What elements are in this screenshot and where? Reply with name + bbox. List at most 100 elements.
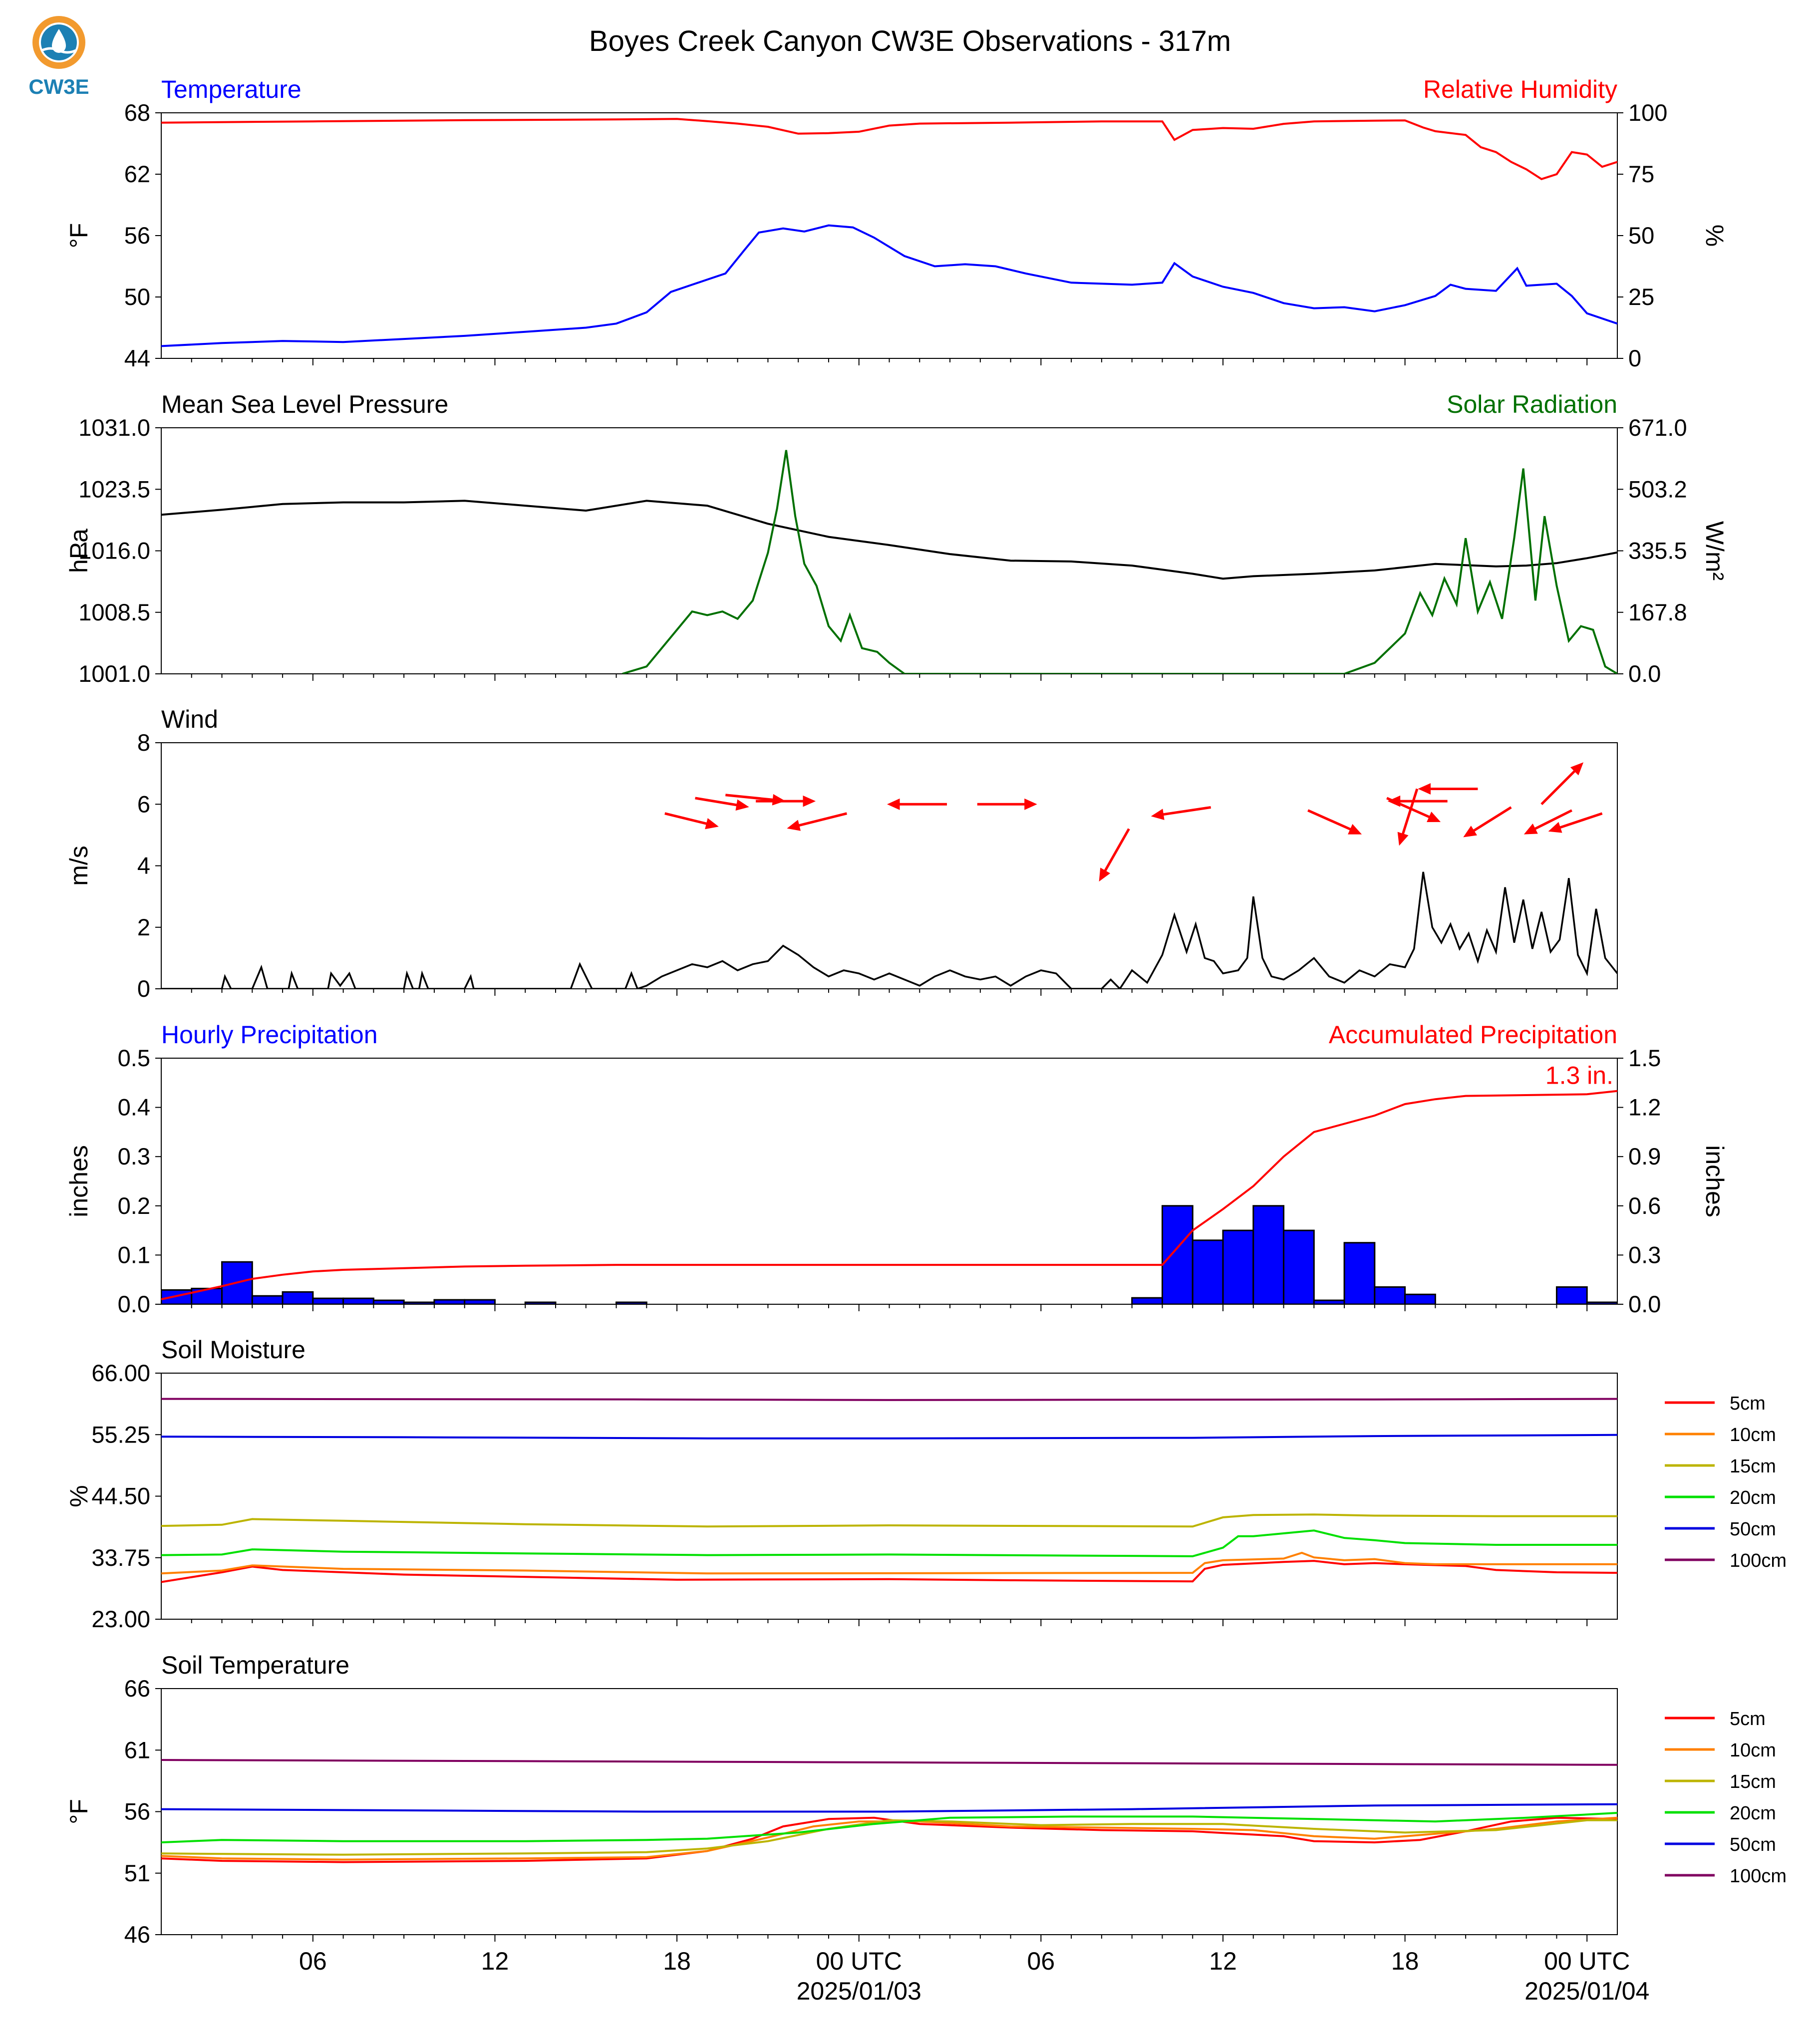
y-tick-label: 33.75 (91, 1544, 150, 1571)
y-tick-label: 1008.5 (78, 599, 150, 625)
y-tick-label: 0.0 (118, 1291, 150, 1317)
x-date-label: 2025/01/03 (797, 1977, 921, 2005)
panel-temp: 44 50 56 62 68 0 25 50 75 100 °F % Temperature Relati… (65, 75, 1729, 371)
series-5cm (161, 1560, 1617, 1583)
wind-arrow-head (1548, 822, 1562, 833)
series-5cm (161, 1816, 1617, 1863)
x-tick-label: 06 (299, 1947, 327, 1975)
series-20cm (161, 1529, 1617, 1557)
panel-title-right: Relative Humidity (1423, 75, 1617, 103)
data-layer (161, 1090, 1617, 1304)
series-20cm (161, 1812, 1617, 1844)
cw3e-logo: CW3E (28, 16, 89, 98)
y-tick-label: 4 (137, 853, 150, 879)
legend-label: 5cm (1730, 1709, 1766, 1730)
y2-tick-label: 671.0 (1628, 414, 1687, 441)
y-tick-label: 0.2 (118, 1192, 150, 1219)
precip-bar (615, 1301, 647, 1304)
y2-tick-label: 50 (1628, 222, 1654, 249)
wind-arrow-shaft (1468, 806, 1512, 835)
panel-frame (161, 427, 1618, 674)
series-solar-radiation (622, 450, 1617, 674)
x-tick-label: 12 (1209, 1947, 1237, 1975)
wind-arrow-shaft (1540, 766, 1579, 806)
series-10cm (161, 1816, 1617, 1861)
y-axis-label: °F (65, 1799, 93, 1824)
y2-tick-label: 100 (1628, 99, 1667, 126)
series-10cm (161, 1551, 1617, 1575)
y-tick-label: 56 (124, 222, 150, 249)
x-tick-label: 18 (1391, 1947, 1419, 1975)
precip-bar (1192, 1239, 1224, 1304)
precip-bar (1283, 1229, 1315, 1304)
panel-title-left: Soil Temperature (161, 1651, 349, 1679)
y-tick-label: 0.5 (118, 1045, 150, 1071)
y-tick-label: 0.3 (118, 1143, 150, 1169)
series-50cm (161, 1434, 1617, 1440)
legend-label: 50cm (1730, 1834, 1776, 1855)
wind-arrow-shaft (793, 812, 848, 828)
wind-arrow-head (705, 818, 719, 830)
series-temperature (161, 224, 1617, 347)
panel-frame (161, 1058, 1618, 1305)
legend-label: 5cm (1730, 1393, 1766, 1414)
precip-bar (1222, 1229, 1254, 1304)
wind-arrow-head (735, 799, 749, 811)
series-relative-humidity (161, 118, 1617, 180)
wind-arrow-head (1570, 762, 1584, 776)
x-tick-label: 00 UTC (1544, 1947, 1630, 1975)
legend: 5cm 10cm 15cm 20cm 50cm 100cm (1665, 1393, 1787, 1571)
panel-frame (161, 1373, 1618, 1620)
precip-bar (433, 1299, 466, 1304)
precip-bar (1586, 1301, 1617, 1304)
y-tick-label: 66.00 (91, 1360, 150, 1386)
y-tick-label: 68 (124, 99, 150, 126)
x-tick-label: 18 (663, 1947, 691, 1975)
wind-arrow-head (1387, 795, 1401, 807)
logo-text: CW3E (28, 75, 89, 98)
series-100cm (161, 1398, 1617, 1401)
panel-frame (161, 112, 1618, 359)
legend-label: 20cm (1730, 1803, 1776, 1824)
y2-axis-label: W/m² (1701, 521, 1729, 580)
legend-label: 15cm (1730, 1771, 1776, 1792)
x-date-label: 2025/01/04 (1524, 1977, 1649, 2005)
y2-axis-label: inches (1701, 1145, 1729, 1217)
precip-bar (1404, 1293, 1436, 1304)
wind-arrow-shaft (725, 794, 779, 802)
panel-title-left: Wind (161, 705, 218, 733)
y-tick-label: 62 (124, 161, 150, 187)
y-tick-label: 50 (124, 284, 150, 310)
y2-tick-label: 0.3 (1628, 1241, 1661, 1268)
precip-bar (282, 1291, 314, 1304)
x-tick-label: 12 (481, 1947, 509, 1975)
y2-tick-label: 0.9 (1628, 1143, 1661, 1169)
precip-bar (372, 1299, 405, 1304)
y2-tick-label: 75 (1628, 161, 1654, 187)
y-tick-label: 46 (124, 1921, 150, 1948)
y2-tick-label: 0.0 (1628, 1291, 1661, 1317)
legend-label: 15cm (1730, 1456, 1776, 1477)
panel-soilm: 23.00 33.75 44.50 55.25 66.00% Soil Moisture 5… (65, 1336, 1787, 1632)
data-layer (161, 1398, 1617, 1583)
panel-frame (161, 742, 1618, 989)
y-tick-label: 2 (137, 914, 150, 940)
logo-drop-icon (52, 29, 66, 53)
y-tick-label: 51 (124, 1860, 150, 1886)
y-tick-label: 8 (137, 729, 150, 756)
series-15cm (161, 1513, 1617, 1528)
precip-bar (524, 1301, 557, 1304)
y2-tick-label: 1.5 (1628, 1045, 1661, 1071)
accum-annotation: 1.3 in. (1545, 1062, 1613, 1090)
panel-precip: 0.0 0.1 0.2 0.3 0.4 0.5 0.0 0.3 0.6 0.9 1.2 1.5 inch… (65, 1021, 1729, 1317)
y-tick-label: 66 (124, 1675, 150, 1702)
wind-arrow-head (887, 798, 900, 810)
figure-title: Boyes Creek Canyon CW3E Observations - 3… (589, 25, 1231, 57)
y2-tick-label: 0.0 (1628, 660, 1661, 687)
panel-title-left: Soil Moisture (161, 1336, 305, 1364)
y-tick-label: 0.1 (118, 1241, 150, 1268)
data-layer (161, 450, 1617, 674)
data-layer (161, 762, 1617, 989)
